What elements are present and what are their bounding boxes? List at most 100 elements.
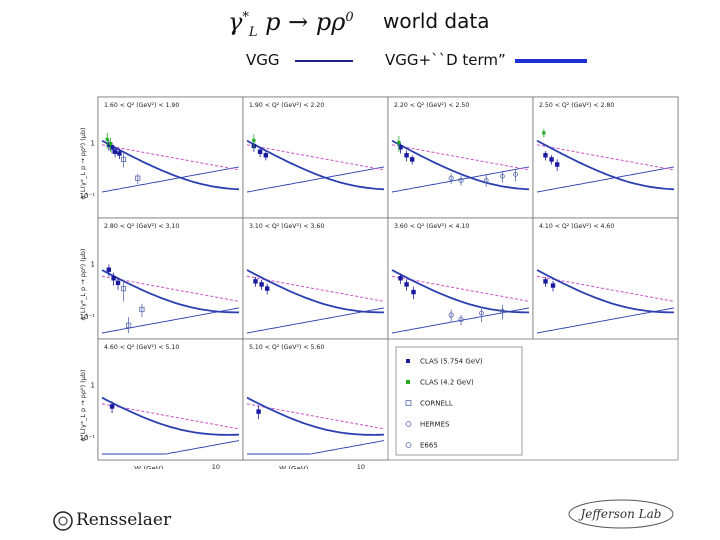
panel-frame xyxy=(387,217,534,340)
data-point-clas xyxy=(111,276,116,281)
panel-label: 2.80 < Q² (GeV²) < 3.10 xyxy=(104,223,179,230)
low-model-curve xyxy=(391,166,530,193)
low-model-curve xyxy=(246,166,385,193)
data-point-clas xyxy=(398,145,403,150)
data-point-cornell xyxy=(139,306,145,313)
vgg-curve xyxy=(391,139,530,191)
data-point-clas xyxy=(106,142,112,147)
panel-frame xyxy=(387,96,534,219)
y-tick-label: 1 xyxy=(91,382,95,390)
panel-label: 5.10 < Q² (GeV²) < 5.60 xyxy=(249,344,324,351)
rensselaer-logo: Rensselaer xyxy=(76,510,172,530)
data-point-e665 xyxy=(500,173,505,179)
panel-label: 3.60 < Q² (GeV²) < 4.10 xyxy=(394,223,469,230)
data-point-clas xyxy=(256,409,261,414)
vgg-d-term-curve xyxy=(246,275,385,302)
data-point-clas xyxy=(554,162,560,167)
vgg-d-term-curve xyxy=(536,275,675,302)
x-tick-label: 10 xyxy=(212,463,220,469)
vgg-curve xyxy=(536,139,675,191)
vgg-d-term-curve xyxy=(391,275,530,302)
y-axis-label: σ_L(γ*_L p → pρ⁰) (μb) xyxy=(79,127,87,199)
panel-1: 1.60 < Q² (GeV²) < 1.90 1 10⁻¹σ_L(γ*_L p →… xyxy=(79,96,244,219)
y-axis-label: σ_L(γ*_L p → pρ⁰) (μb) xyxy=(79,248,87,320)
vgg-curve xyxy=(101,269,239,314)
vgg-curve xyxy=(101,396,240,436)
panel-9: 4.60 < Q² (GeV²) < 5.10 1 10⁻¹σ_L(γ*_L p →… xyxy=(79,338,244,469)
y-tick-label: 10⁻¹ xyxy=(80,434,96,442)
panel-frame xyxy=(242,96,389,219)
low-model-curve xyxy=(101,166,240,193)
legend-entry: CLAS (5.754 GeV) xyxy=(420,358,483,366)
legend-vgg-line xyxy=(295,60,353,62)
data-point-clas42 xyxy=(108,142,113,146)
legend-vgg-d-line xyxy=(515,59,587,63)
data-point-clas42 xyxy=(105,137,109,142)
x-axis-label: W (GeV) xyxy=(279,465,308,469)
y-axis-label: σ_L(γ*_L p → pρ⁰) (μb) xyxy=(79,369,87,441)
data-point-clas xyxy=(115,280,121,286)
legend-entry: E665 xyxy=(420,442,438,450)
data-point-clas xyxy=(543,153,548,158)
data-point-clas xyxy=(549,157,554,162)
formula-star: * xyxy=(242,10,249,25)
data-point-hermes xyxy=(458,177,464,183)
data-point-clas xyxy=(109,404,115,409)
vgg-curve xyxy=(101,139,240,191)
panel-label: 1.60 < Q² (GeV²) < 1.90 xyxy=(104,102,179,109)
data-point-cornell xyxy=(120,285,127,292)
data-point-clas xyxy=(411,289,416,295)
formula-rest: p → pρ xyxy=(265,8,346,36)
panel-label: 3.10 < Q² (GeV²) < 3.60 xyxy=(249,223,324,230)
data-point-e665 xyxy=(500,308,505,314)
world-data-label: world data xyxy=(383,9,490,33)
legend-marker-e665 xyxy=(405,442,412,448)
y-tick-label: 10⁻¹ xyxy=(80,313,96,321)
vgg-d-term-curve xyxy=(391,144,530,171)
legend-entry: CORNELL xyxy=(420,400,453,408)
data-point-cornell xyxy=(125,322,132,328)
low-model-curve xyxy=(536,166,675,193)
legend-marker-hermes xyxy=(405,421,412,427)
formula-gamma: γ xyxy=(228,8,243,36)
jlab-logo-text: Jefferson Lab xyxy=(578,507,662,521)
vgg-d-term-curve xyxy=(101,403,240,430)
vgg-curve xyxy=(246,269,384,314)
panel-frame xyxy=(532,96,679,219)
data-point-clas xyxy=(550,283,556,288)
panel-6: 3.10 < Q² (GeV²) < 3.60 xyxy=(242,217,389,340)
data-point-hermes xyxy=(458,316,464,323)
panel-5: 2.80 < Q² (GeV²) < 3.10 1 10⁻¹σ_L(γ*_L p →… xyxy=(79,217,244,340)
panel-label: 2.20 < Q² (GeV²) < 2.50 xyxy=(394,102,469,109)
vgg-d-term-curve xyxy=(101,144,240,171)
data-point-e665 xyxy=(513,171,518,177)
legend-vgg-d-label: VGG+``D term” xyxy=(385,51,506,69)
data-point-clas xyxy=(409,157,415,162)
rensselaer-seal-icon xyxy=(53,511,73,531)
legend-frame xyxy=(395,346,523,456)
vgg-curve xyxy=(391,269,529,314)
low-model-curve xyxy=(247,440,385,455)
data-point-hermes xyxy=(448,312,454,318)
legend-vgg-label: VGG xyxy=(246,51,280,69)
panel-label: 4.60 < Q² (GeV²) < 5.10 xyxy=(104,344,179,351)
panel-8: 4.10 < Q² (GeV²) < 4.60 xyxy=(532,217,679,340)
y-tick-label: 10⁻¹ xyxy=(80,192,96,200)
vgg-d-term-curve xyxy=(246,403,385,430)
vgg-d-term-curve xyxy=(536,144,675,171)
vgg-curve xyxy=(246,396,385,436)
y-tick-label: 1 xyxy=(91,261,95,269)
vgg-curve xyxy=(246,139,385,191)
chart-legend: CLAS (5.754 GeV) CLAS (4.2 GeV) CORNELL HER… xyxy=(395,346,523,456)
x-tick-label: 10 xyxy=(357,463,365,469)
jefferson-lab-logo: Jefferson Lab xyxy=(568,499,674,529)
data-point-clas42 xyxy=(542,131,546,135)
data-point-clas xyxy=(106,267,112,272)
panel-frame xyxy=(242,338,389,461)
panel-frame xyxy=(242,217,389,340)
legend-marker-clas xyxy=(406,359,410,363)
data-point-clas xyxy=(259,282,264,287)
data-point-clas xyxy=(263,153,269,158)
data-point-clas xyxy=(398,276,403,281)
formula-zero: 0 xyxy=(345,10,354,25)
